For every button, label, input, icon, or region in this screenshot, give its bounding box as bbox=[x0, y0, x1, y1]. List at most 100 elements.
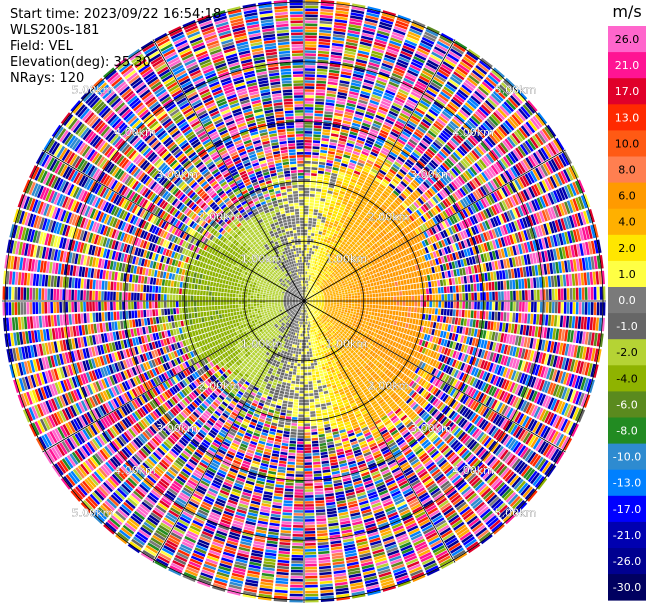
velocity-gate bbox=[521, 313, 525, 324]
velocity-gate bbox=[491, 311, 495, 321]
velocity-gate bbox=[319, 253, 322, 257]
velocity-gate bbox=[342, 296, 346, 299]
velocity-gate bbox=[580, 316, 585, 330]
velocity-gate bbox=[339, 293, 342, 296]
velocity-gate bbox=[304, 65, 316, 68]
velocity-gate bbox=[325, 199, 331, 203]
velocity-gate bbox=[333, 25, 347, 30]
velocity-gate bbox=[572, 302, 576, 315]
velocity-gate bbox=[312, 155, 319, 159]
velocity-gate bbox=[345, 41, 358, 47]
velocity-gate bbox=[342, 157, 350, 162]
velocity-gate bbox=[515, 279, 519, 289]
velocity-gate bbox=[420, 301, 424, 307]
velocity-gate bbox=[496, 271, 500, 280]
velocity-gate bbox=[325, 102, 335, 106]
velocity-gate bbox=[348, 305, 352, 309]
velocity-gate bbox=[453, 301, 456, 309]
velocity-gate bbox=[472, 319, 476, 328]
velocity-gate bbox=[304, 292, 305, 296]
velocity-gate bbox=[346, 142, 354, 148]
velocity-gate bbox=[416, 283, 420, 289]
velocity-gate bbox=[480, 292, 483, 301]
velocity-gate bbox=[333, 304, 337, 306]
velocity-gate bbox=[323, 208, 329, 212]
velocity-gate bbox=[445, 316, 450, 324]
velocity-gate bbox=[305, 265, 308, 269]
velocity-gate bbox=[312, 218, 317, 222]
velocity-gate bbox=[325, 168, 332, 173]
velocity-gate bbox=[565, 315, 570, 328]
velocity-gate bbox=[530, 313, 534, 325]
velocity-gate bbox=[373, 324, 378, 329]
velocity-gate bbox=[575, 287, 579, 300]
velocity-gate bbox=[317, 65, 328, 69]
velocity-gate bbox=[382, 270, 386, 275]
velocity-gate bbox=[331, 45, 344, 50]
velocity-gate bbox=[308, 278, 310, 281]
velocity-gate bbox=[485, 311, 489, 320]
velocity-gate bbox=[308, 253, 312, 257]
velocity-gate bbox=[307, 283, 309, 287]
velocity-gate bbox=[305, 268, 308, 272]
velocity-gate bbox=[320, 238, 324, 242]
velocity-gate bbox=[309, 197, 315, 200]
velocity-gate bbox=[311, 170, 318, 174]
velocity-gate bbox=[390, 296, 394, 301]
velocity-gate bbox=[488, 282, 492, 291]
velocity-gate bbox=[304, 172, 311, 176]
velocity-gate bbox=[509, 312, 513, 322]
velocity-gate bbox=[332, 307, 336, 310]
velocity-gate bbox=[455, 285, 459, 293]
velocity-gate bbox=[310, 236, 314, 239]
velocity-gate bbox=[367, 64, 379, 71]
velocity-gate bbox=[345, 301, 349, 304]
velocity-gate bbox=[304, 268, 306, 272]
velocity-gate bbox=[326, 196, 332, 200]
velocity-gate bbox=[319, 26, 332, 31]
velocity-gate bbox=[304, 80, 315, 83]
velocity-gate bbox=[381, 305, 385, 310]
velocity-gate bbox=[340, 187, 347, 192]
velocity-gate bbox=[315, 227, 320, 231]
velocity-gate bbox=[345, 145, 354, 151]
velocity-gate bbox=[354, 306, 357, 310]
velocity-gate bbox=[353, 320, 357, 324]
velocity-gate bbox=[356, 286, 360, 290]
velocity-gate bbox=[317, 62, 328, 66]
velocity-gate bbox=[304, 253, 307, 257]
velocity-gate bbox=[498, 291, 501, 301]
velocity-gate bbox=[459, 293, 462, 301]
velocity-gate bbox=[444, 271, 449, 278]
velocity-gate bbox=[313, 128, 322, 132]
velocity-gate bbox=[318, 246, 322, 250]
velocity-gate bbox=[304, 146, 312, 149]
velocity-gate bbox=[393, 320, 397, 326]
velocity-gate bbox=[360, 301, 364, 304]
velocity-gate bbox=[399, 296, 403, 301]
velocity-gate bbox=[305, 286, 307, 290]
velocity-gate bbox=[304, 223, 308, 227]
velocity-gate bbox=[305, 289, 307, 293]
velocity-gate bbox=[368, 287, 372, 291]
velocity-gate bbox=[321, 192, 327, 196]
velocity-gate bbox=[349, 131, 358, 136]
velocity-gate bbox=[386, 273, 391, 279]
velocity-gate bbox=[593, 302, 597, 316]
velocity-gate bbox=[342, 299, 346, 301]
velocity-gate bbox=[435, 273, 440, 280]
velocity-gate bbox=[413, 271, 418, 277]
velocity-gate bbox=[361, 323, 365, 328]
velocity-gate bbox=[378, 276, 382, 281]
velocity-gate bbox=[393, 301, 397, 306]
velocity-gate bbox=[383, 274, 388, 279]
velocity-gate bbox=[371, 286, 375, 290]
velocity-gate bbox=[411, 295, 415, 301]
velocity-gate bbox=[320, 149, 328, 154]
velocity-gate bbox=[528, 301, 531, 312]
velocity-gate bbox=[304, 295, 306, 299]
velocity-gate bbox=[438, 301, 442, 308]
velocity-gate bbox=[318, 243, 323, 247]
velocity-gate bbox=[319, 204, 324, 208]
velocity-gate bbox=[333, 207, 339, 212]
